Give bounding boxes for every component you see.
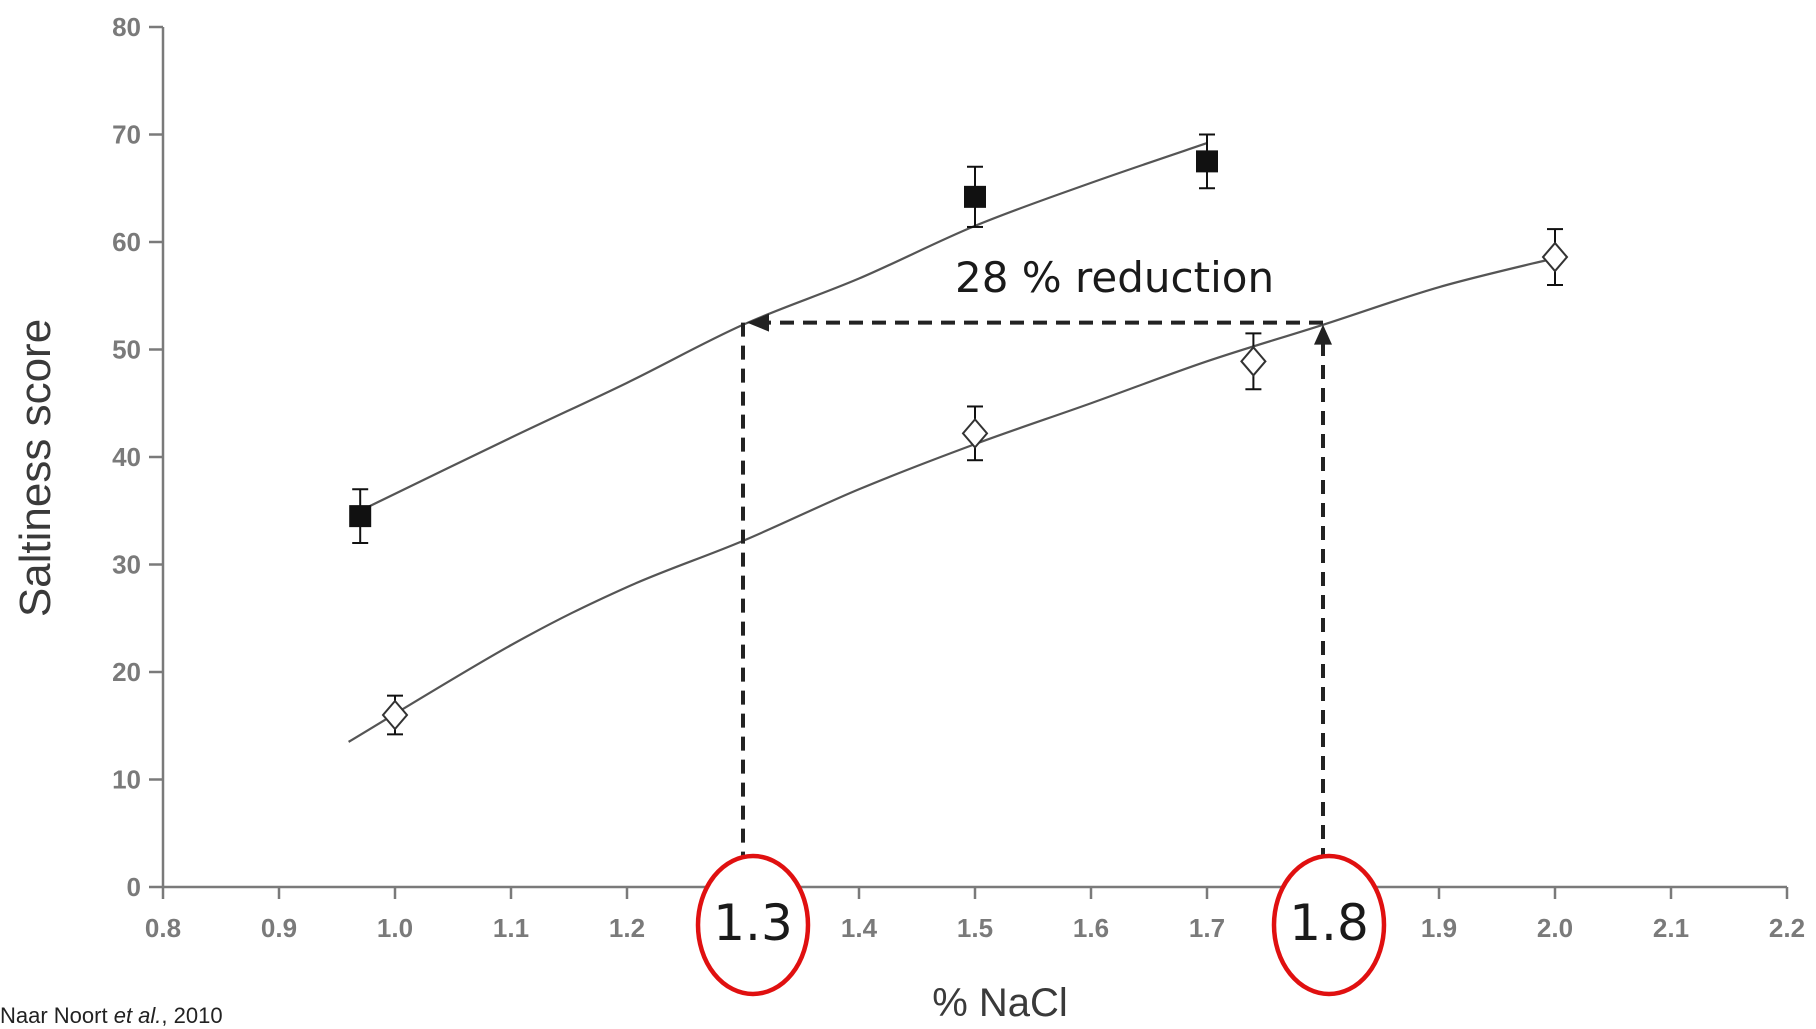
diamond-marker (381, 699, 409, 731)
diamond-marker (961, 417, 989, 449)
x-tick-label: 1.1 (493, 913, 529, 943)
y-tick-label: 70 (112, 120, 141, 150)
x-tick-label: 1.2 (609, 913, 645, 943)
x-tick-label: 2.1 (1653, 913, 1689, 943)
fit-curve-2 (348, 257, 1556, 743)
y-tick-label: 0 (127, 872, 141, 902)
x-tick-label: 2.0 (1537, 913, 1573, 943)
citation-year: , 2010 (161, 1003, 223, 1028)
square-marker (349, 505, 372, 528)
reduction-guides (735, 313, 1332, 881)
citation-etal: et al. (113, 1003, 162, 1028)
y-tick-label: 50 (112, 335, 141, 365)
x-tick-label: 1.4 (841, 913, 878, 943)
x-tick-label: 0.9 (261, 913, 297, 943)
y-tick-label: 80 (112, 12, 141, 42)
value-callouts: 1.3 1.8 (695, 853, 1387, 997)
diamond-marker (1240, 345, 1267, 377)
fit-curve-1 (359, 142, 1208, 512)
tick-labels: 010203040506070800.80.91.01.11.21.31.41.… (112, 12, 1805, 943)
x-tick-label: 0.8 (145, 913, 181, 943)
diamond-marker (1541, 241, 1569, 273)
x-tick-label: 1.5 (957, 913, 993, 943)
x-tick-label: 1.9 (1421, 913, 1457, 943)
left-value-circle (695, 853, 811, 997)
right-value-circle (1271, 853, 1387, 997)
x-tick-label: 2.2 (1769, 913, 1805, 943)
square-marker (964, 185, 986, 208)
y-tick-label: 40 (112, 442, 141, 472)
square-marker (1196, 150, 1218, 173)
x-axis-title: % NaCl (932, 981, 1068, 1025)
x-tick-label: 1.6 (1073, 913, 1109, 943)
y-tick-label: 60 (112, 227, 141, 257)
y-tick-label: 10 (112, 765, 141, 795)
y-axis-title: Saltiness score (11, 319, 60, 617)
right-value-label: 1.8 (1289, 894, 1369, 952)
y-tick-label: 20 (112, 657, 141, 687)
y-tick-label: 30 (112, 550, 141, 580)
reduction-label: 28 % reduction (955, 253, 1274, 302)
fit-curves (348, 142, 1556, 743)
citation: Naar Noort et al., 2010 (0, 1003, 223, 1029)
citation-authors: Naar Noort (0, 1003, 114, 1028)
x-tick-label: 1.0 (377, 913, 413, 943)
left-value-label: 1.3 (713, 894, 793, 952)
reduction-arrow-head (747, 313, 769, 332)
data-markers (349, 133, 1569, 736)
x-tick-label: 1.7 (1189, 913, 1225, 943)
axes (149, 25, 1789, 899)
up-arrow-head (1314, 324, 1332, 345)
